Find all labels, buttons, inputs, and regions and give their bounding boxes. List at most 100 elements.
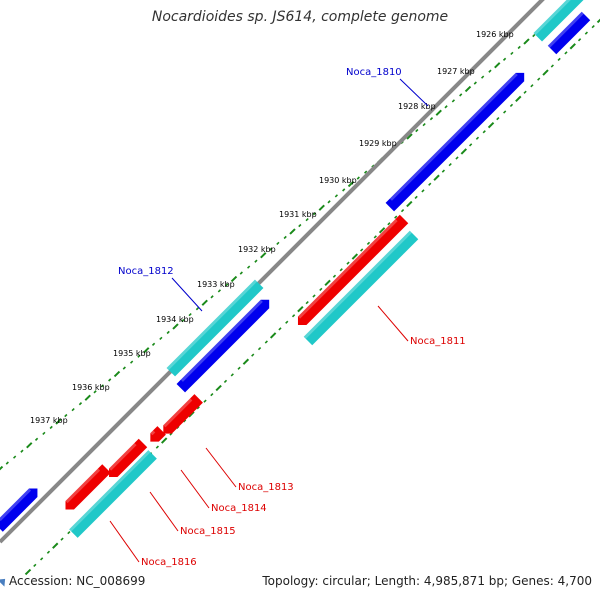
gene-noca-1810[interactable] — [385, 69, 529, 212]
tick-mark — [260, 252, 267, 259]
tick-mark — [523, 90, 527, 94]
gene-noca-1814[interactable] — [105, 438, 148, 481]
leader-line — [109, 520, 140, 563]
leader-line — [149, 491, 179, 532]
gene-body[interactable] — [61, 464, 111, 513]
tick-mark — [137, 354, 141, 358]
gene-noca-1811-cds[interactable] — [303, 230, 419, 346]
gene-label-noca-1811[interactable]: Noca_1811 — [410, 336, 466, 347]
gene-features[interactable] — [0, 0, 591, 538]
tick-mark — [257, 346, 262, 351]
tick-mark — [129, 360, 134, 364]
gene-body[interactable] — [69, 450, 157, 538]
leader-line — [377, 305, 409, 342]
gene-body[interactable] — [159, 394, 203, 438]
tick-mark — [537, 77, 541, 81]
tick-mark — [530, 84, 534, 88]
tick-mark — [196, 406, 200, 410]
gene-labels[interactable]: Noca_1810 Noca_1812 Noca_1811 Noca_1813 Noca… — [109, 67, 466, 568]
tick-mark — [52, 542, 59, 549]
tick-mark — [394, 215, 398, 219]
tick-mark — [242, 358, 250, 365]
tick-mark — [523, 38, 530, 45]
tick-mark — [113, 370, 121, 378]
scale-label: 1929 kbp — [359, 139, 397, 148]
gene-noca-1813[interactable] — [159, 394, 203, 438]
gene-label-noca-1810[interactable]: Noca_1810 — [346, 67, 402, 78]
gene-body[interactable] — [0, 484, 42, 532]
scale-label: 1937 kbp — [30, 416, 68, 425]
navigate-arrow-icon[interactable] — [0, 575, 9, 587]
gene-highlight — [533, 0, 579, 36]
gene-body[interactable] — [385, 69, 529, 212]
gene-body[interactable] — [294, 214, 409, 330]
gene-highlight — [303, 230, 412, 339]
tick-mark — [298, 223, 302, 228]
tick-mark — [60, 537, 64, 541]
gene-noca-1811[interactable] — [294, 214, 409, 330]
tick-mark — [71, 407, 75, 412]
gene-cds-top-cyan[interactable] — [533, 0, 585, 42]
gene-noca-1812-cds[interactable] — [166, 279, 264, 377]
accession-text: Accession: NC_008699 — [9, 574, 146, 588]
tick-mark — [371, 164, 375, 168]
tick-mark — [46, 550, 51, 554]
gene-body[interactable] — [547, 11, 591, 55]
gene-small-red[interactable] — [146, 426, 166, 446]
tick-mark — [285, 320, 289, 324]
tick-mark — [460, 148, 467, 155]
gene-highlight — [389, 72, 518, 201]
tick-mark — [203, 399, 207, 403]
gene-noca-1815[interactable] — [61, 464, 111, 513]
gene-noca-1816-cds[interactable] — [69, 450, 157, 538]
tick-mark — [517, 45, 521, 50]
tick-mark — [421, 189, 425, 193]
tick-mark — [339, 268, 343, 272]
tick-mark — [49, 425, 53, 430]
tick-mark — [269, 332, 277, 339]
gene-noca-top-blue[interactable] — [547, 11, 591, 55]
tick-mark — [433, 174, 440, 181]
tick-mark — [444, 105, 448, 109]
tick-mark — [494, 62, 501, 69]
tick-mark — [487, 121, 495, 129]
gene-body[interactable] — [146, 426, 166, 446]
tick-mark — [181, 318, 185, 323]
gene-body[interactable] — [303, 230, 419, 346]
gene-highlight — [166, 279, 258, 371]
tick-mark — [159, 336, 163, 341]
leader-line — [180, 469, 210, 509]
tick-mark — [448, 162, 452, 167]
tick-mark — [455, 156, 459, 160]
gene-body[interactable] — [533, 0, 585, 42]
gene-label-noca-1815[interactable]: Noca_1815 — [180, 526, 236, 537]
gene-label-noca-1813[interactable]: Noca_1813 — [238, 482, 294, 493]
tick-mark — [363, 170, 368, 174]
gene-highlight — [0, 488, 32, 522]
tick-mark — [24, 568, 32, 576]
scale-label: 1934 kbp — [156, 315, 194, 324]
tick-mark — [155, 445, 160, 449]
scale-label: 1933 kbp — [197, 280, 235, 289]
tick-mark — [108, 378, 112, 382]
gene-body[interactable] — [166, 279, 264, 377]
scale-label: 1932 kbp — [238, 245, 276, 254]
gene-noca-left-blue[interactable] — [0, 484, 42, 532]
topology-info: Topology: circular; Length: 4,985,871 bp… — [262, 574, 592, 588]
gene-label-noca-1816[interactable]: Noca_1816 — [141, 557, 197, 568]
gene-body[interactable] — [176, 296, 274, 393]
gene-label-noca-1812[interactable]: Noca_1812 — [118, 266, 174, 277]
tick-mark — [225, 283, 229, 287]
tick-mark — [596, 18, 600, 24]
gene-noca-1812[interactable] — [176, 296, 274, 393]
gene-label-noca-1814[interactable]: Noca_1814 — [211, 503, 267, 514]
gene-body[interactable] — [105, 438, 148, 481]
gene-highlight — [65, 468, 101, 504]
tick-mark — [33, 563, 37, 568]
scale-label: 1936 kbp — [72, 383, 110, 392]
tick-mark — [422, 122, 426, 127]
tick-mark — [515, 95, 522, 103]
tick-mark — [55, 418, 62, 425]
gene-highlight — [297, 218, 398, 319]
